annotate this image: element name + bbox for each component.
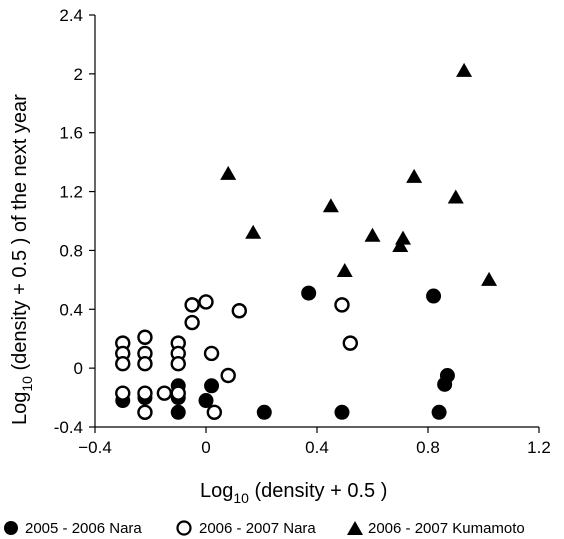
- x-tick-label: 0.8: [416, 438, 440, 457]
- y-tick-label: 1.2: [59, 183, 83, 202]
- y-tick-label: -0.4: [54, 418, 83, 437]
- data-point-series-0: [431, 404, 447, 420]
- data-point-series-1: [184, 297, 200, 313]
- data-point-series-2: [456, 62, 473, 77]
- y-axis-title: Log10 (density + 0.5 ) of the next year: [9, 94, 35, 425]
- data-point-series-0: [301, 285, 317, 301]
- x-axis-title-main: Log: [200, 480, 233, 502]
- x-tick-label: −0.4: [78, 438, 112, 457]
- data-point-series-2: [447, 189, 464, 204]
- legend: 2005 - 2006 Nara 2006 - 2007 Nara 2006 -…: [4, 520, 525, 537]
- data-point-series-0: [204, 378, 220, 394]
- data-point-series-1: [115, 385, 131, 401]
- data-point-series-2: [481, 271, 498, 286]
- data-point-series-2: [322, 198, 339, 213]
- data-marks: [115, 62, 498, 420]
- data-point-series-1: [342, 335, 358, 351]
- legend-item-2: 2006 - 2007 Kumamoto: [347, 520, 525, 537]
- x-axis-title: Log10 (density + 0.5 ): [200, 480, 387, 506]
- data-point-series-1: [170, 385, 186, 401]
- legend-marker-open-circle: [176, 520, 192, 536]
- legend-label-1: 2006 - 2007 Nara: [199, 520, 316, 537]
- x-tick-label: 1.2: [527, 438, 551, 457]
- y-axis-title-main: Log: [9, 392, 31, 425]
- data-point-series-2: [220, 165, 237, 180]
- data-point-series-1: [334, 297, 350, 313]
- legend-item-0: 2005 - 2006 Nara: [4, 520, 142, 537]
- data-point-series-1: [231, 303, 248, 319]
- data-point-series-1: [156, 385, 173, 401]
- legend-marker-triangle: [347, 521, 363, 535]
- data-point-series-2: [336, 263, 353, 278]
- data-point-series-0: [426, 288, 442, 304]
- y-tick-label: 0.8: [59, 241, 83, 260]
- data-point-series-2: [392, 238, 409, 253]
- data-point-series-0: [256, 404, 272, 420]
- y-tick-label: 0.4: [59, 300, 83, 319]
- x-tick-label: 0: [201, 438, 210, 457]
- data-point-series-0: [170, 404, 186, 420]
- data-point-series-1: [198, 294, 214, 310]
- data-point-series-1: [220, 367, 236, 384]
- x-ticks: −0.4 0 0.4 0.8 1.2: [78, 427, 551, 457]
- data-point-series-1: [137, 404, 153, 420]
- data-point-series-0: [198, 393, 214, 409]
- x-axis-title-subscript: 10: [233, 490, 249, 506]
- y-tick-label: 2.4: [59, 6, 83, 25]
- data-point-series-1: [184, 314, 200, 331]
- legend-label-2: 2006 - 2007 Kumamoto: [368, 520, 525, 537]
- data-point-series-0: [334, 404, 350, 420]
- data-point-series-2: [395, 230, 412, 245]
- data-point-series-1: [115, 356, 131, 372]
- data-point-series-1: [137, 329, 153, 345]
- y-tick-label: 0: [74, 359, 83, 378]
- data-point-series-2: [245, 224, 262, 239]
- y-axis-title-subscript: 10: [19, 376, 35, 392]
- y-tick-label: 1.6: [59, 124, 83, 143]
- legend-marker-filled-circle: [4, 521, 18, 535]
- legend-item-1: 2006 - 2007 Nara: [176, 520, 316, 537]
- data-point-series-1: [137, 356, 153, 372]
- data-point-series-1: [206, 404, 223, 420]
- data-point-series-0: [439, 368, 455, 383]
- data-point-series-1: [203, 345, 220, 362]
- y-axis-title-rest: (density + 0.5 ) of the next year: [9, 94, 31, 376]
- x-axis-title-rest: (density + 0.5 ): [249, 480, 387, 502]
- legend-label-0: 2005 - 2006 Nara: [25, 520, 142, 537]
- x-tick-label: 0.4: [305, 438, 329, 457]
- data-point-series-2: [364, 227, 381, 242]
- y-ticks: -0.4 0 0.4 0.8 1.2 1.6 2 2.4: [54, 6, 95, 437]
- data-point-series-1: [170, 356, 186, 372]
- data-point-series-1: [137, 385, 153, 401]
- plot-area: −0.4 0 0.4 0.8 1.2 -0.4 0 0.4 0.8 1.2 1.6 2 2.4: [54, 6, 551, 457]
- data-point-series-2: [406, 168, 423, 183]
- y-tick-label: 2: [74, 65, 83, 84]
